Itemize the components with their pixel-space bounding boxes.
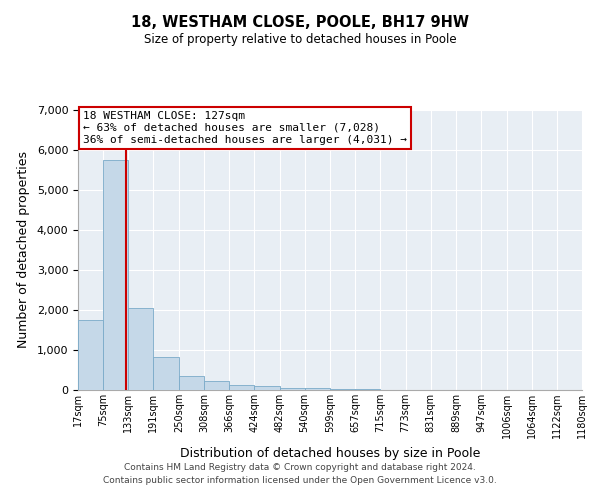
Text: Size of property relative to detached houses in Poole: Size of property relative to detached ho…	[143, 32, 457, 46]
Text: Contains HM Land Registry data © Crown copyright and database right 2024.: Contains HM Land Registry data © Crown c…	[124, 464, 476, 472]
Text: 18 WESTHAM CLOSE: 127sqm
← 63% of detached houses are smaller (7,028)
36% of sem: 18 WESTHAM CLOSE: 127sqm ← 63% of detach…	[83, 112, 407, 144]
Bar	[305, 388, 330, 390]
Text: Contains public sector information licensed under the Open Government Licence v3: Contains public sector information licen…	[103, 476, 497, 485]
Bar	[229, 385, 254, 390]
Bar	[78, 320, 103, 390]
Bar	[254, 386, 280, 390]
Bar	[128, 308, 154, 390]
Bar	[330, 389, 355, 390]
Bar	[103, 160, 128, 390]
Bar	[355, 389, 380, 390]
X-axis label: Distribution of detached houses by size in Poole: Distribution of detached houses by size …	[180, 446, 480, 460]
Bar	[179, 376, 204, 390]
Bar	[204, 381, 229, 390]
Y-axis label: Number of detached properties: Number of detached properties	[17, 152, 30, 348]
Bar	[154, 357, 179, 390]
Text: 18, WESTHAM CLOSE, POOLE, BH17 9HW: 18, WESTHAM CLOSE, POOLE, BH17 9HW	[131, 15, 469, 30]
Bar	[280, 388, 305, 390]
